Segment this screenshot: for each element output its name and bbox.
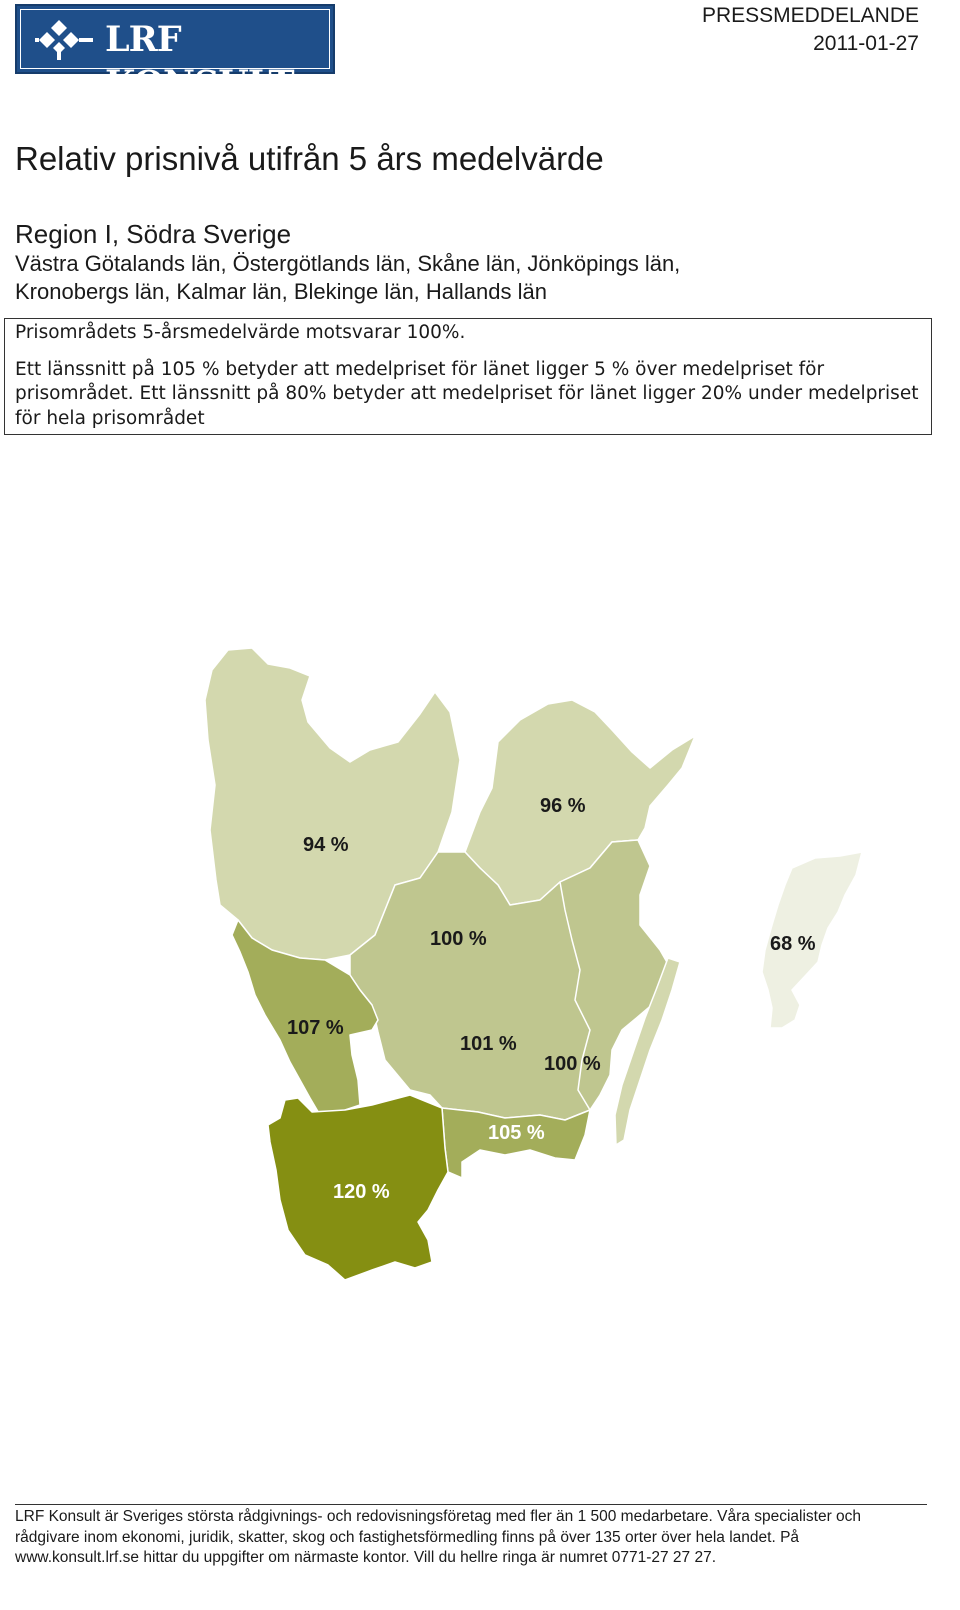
info-box: Prisområdets 5-årsmedelvärde motsvarar 1…	[4, 318, 932, 435]
region-oland	[614, 957, 681, 1146]
region-halland	[231, 919, 379, 1116]
page-title: Relativ prisnivå utifrån 5 års medelvärd…	[15, 140, 604, 177]
price-level-map: 94 % 96 % 68 % 100 % 107 % 101 % 100 % 1…	[204, 647, 863, 1281]
region-skane	[267, 1094, 449, 1281]
region-kalmar	[559, 839, 677, 1111]
label-gotland: 68 %	[770, 933, 816, 955]
logo-text: LRF KONSULT	[105, 19, 295, 104]
label-vastra-gotaland: 94 %	[303, 834, 349, 856]
label-halland: 107 %	[287, 1017, 344, 1039]
region-blekinge	[441, 1107, 591, 1179]
label-jonkoping: 100 %	[430, 928, 487, 950]
footer-text: LRF Konsult är Sveriges största rådgivni…	[15, 1504, 927, 1569]
region-title: Region I, Södra Sverige	[15, 219, 292, 249]
label-skane: 120 %	[333, 1181, 390, 1203]
clover-icon	[35, 20, 93, 60]
region-gotland	[761, 851, 863, 1029]
region-vastra-gotaland	[204, 647, 461, 961]
lrf-konsult-logo: LRF KONSULT	[15, 4, 335, 104]
press-date: 2011-01-27	[813, 32, 919, 55]
press-header: PRESSMEDDELANDE 2011-01-27	[702, 2, 919, 58]
label-ostergotland: 96 %	[540, 795, 586, 817]
region-county-list: Västra Götalands län, Östergötlands län,…	[15, 251, 681, 304]
info-line-1: Prisområdets 5-årsmedelvärde motsvarar 1…	[15, 322, 466, 343]
region-block: Region I, Södra Sverige Västra Götalands…	[15, 218, 745, 306]
info-line-2: Ett länssnitt på 105 % betyder att medel…	[15, 358, 919, 429]
logo-frame	[20, 9, 330, 69]
label-blekinge: 105 %	[488, 1122, 545, 1144]
label-kalmar: 100 %	[544, 1053, 601, 1075]
press-label: PRESSMEDDELANDE	[701, 4, 919, 27]
label-kronoberg: 101 %	[460, 1033, 517, 1055]
